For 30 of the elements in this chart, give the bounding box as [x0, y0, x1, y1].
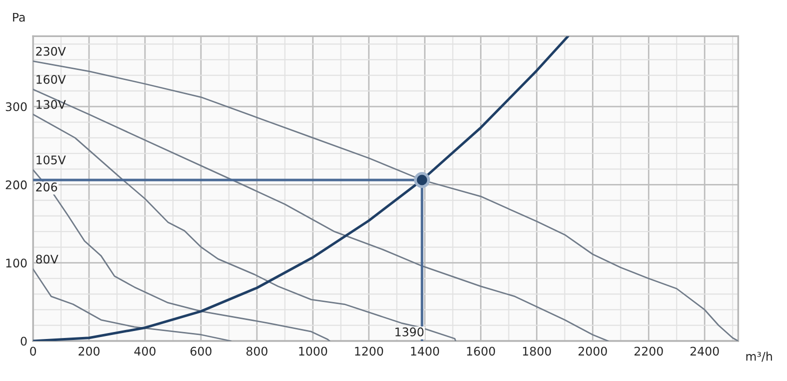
- line-series: [33, 88, 609, 341]
- series-label: 230V: [36, 46, 66, 56]
- series-label: 80V: [36, 254, 58, 264]
- x-tick-label: 1600: [467, 346, 496, 356]
- annotation: 1390: [395, 327, 424, 336]
- y-tick-label: 0: [20, 336, 27, 346]
- x-tick-label: 400: [134, 346, 156, 356]
- series-label: 160V: [36, 74, 66, 84]
- annotation: 206: [36, 182, 58, 192]
- x-tick-label: 2200: [634, 346, 663, 356]
- x-tick-label: 2000: [578, 346, 607, 356]
- line-series: [33, 114, 456, 341]
- series-label: 105V: [36, 155, 66, 164]
- series-label: 130V: [36, 100, 66, 109]
- x-axis-title: m³/h: [746, 352, 772, 362]
- x-tick-label: 1800: [523, 346, 551, 356]
- x-tick-label: 0: [30, 346, 36, 356]
- x-tick-label: 600: [190, 346, 212, 356]
- x-tick-label: 200: [78, 346, 100, 356]
- y-tick-label: 300: [6, 102, 27, 112]
- y-tick-label: 100: [6, 258, 27, 268]
- x-tick-label: 1400: [411, 346, 440, 356]
- y-axis-title: Pa: [13, 12, 25, 22]
- line-series: [33, 169, 330, 341]
- x-tick-label: 800: [246, 346, 268, 356]
- x-tick-label: 2400: [690, 346, 719, 356]
- x-tick-label: 1000: [299, 346, 328, 356]
- y-tick-label: 200: [6, 180, 27, 190]
- line-series: [33, 268, 232, 341]
- x-tick-label: 1200: [355, 346, 384, 356]
